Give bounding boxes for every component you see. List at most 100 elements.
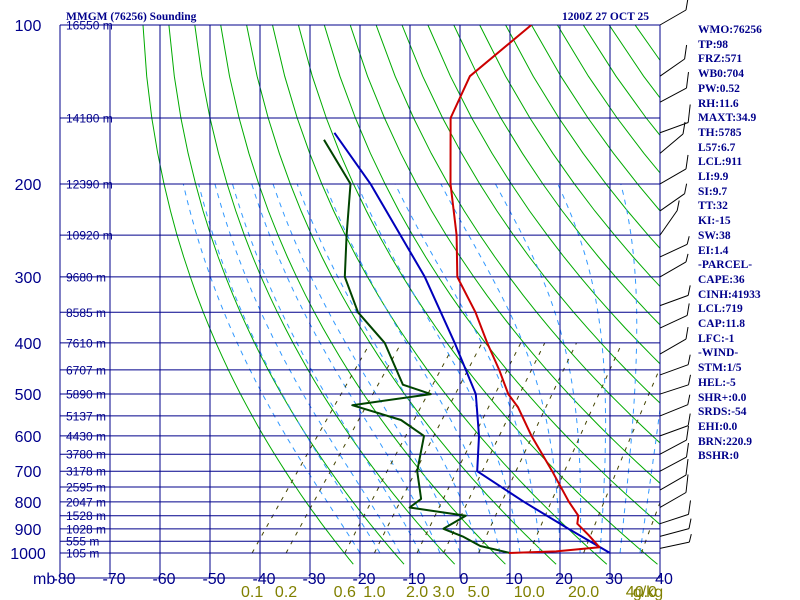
pressure-tick-label: 600 xyxy=(15,429,42,446)
temperature-tick-label: -10 xyxy=(402,571,425,588)
wind-barb-staff xyxy=(659,168,687,185)
index-entry: TH:5785 xyxy=(698,126,742,139)
wind-barb-flag xyxy=(685,0,689,11)
height-label: 1528 m xyxy=(66,509,106,523)
pressure-tick-label: 200 xyxy=(15,177,42,194)
index-entry: WMO:76256 xyxy=(698,24,762,36)
index-entry: TT:32 xyxy=(698,200,728,213)
wind-barb-staff xyxy=(659,294,689,307)
height-label: 14180 m xyxy=(66,111,113,125)
height-label: 105 m xyxy=(66,547,99,561)
dry-adiabat xyxy=(401,25,660,404)
wind-barb-staff xyxy=(659,338,687,355)
wind-barb-staff xyxy=(659,456,687,472)
wind-barb-staff xyxy=(659,439,687,455)
temperature-tick-label: -60 xyxy=(152,571,175,588)
dry-adiabat xyxy=(323,25,660,526)
wind-barb-flag xyxy=(686,72,689,89)
height-label: 5137 m xyxy=(66,409,106,423)
wind-barb-staff xyxy=(659,492,687,508)
wind-barb-staff xyxy=(659,364,689,376)
wind-barb-flag xyxy=(687,394,691,405)
wind-barb-flag xyxy=(688,374,691,385)
wind-barb-flag xyxy=(686,443,689,458)
index-entry: MAXT:34.9 xyxy=(698,112,757,125)
wind-barb-flag xyxy=(688,500,691,515)
index-entry: BSHR:0 xyxy=(698,450,739,463)
pressure-tick-label: 900 xyxy=(15,522,42,539)
index-entry: SRDS:-54 xyxy=(698,406,747,419)
wind-barb-staff xyxy=(659,210,678,236)
wind-barb-staff xyxy=(659,384,689,395)
mixing-ratio-label: 5.0 xyxy=(467,584,489,600)
index-entry: KI:-15 xyxy=(698,215,731,228)
height-label: 6707 m xyxy=(66,363,106,377)
wind-barb-flag xyxy=(688,533,692,543)
wind-barb-flag xyxy=(688,518,692,529)
temperature-tick-label: -30 xyxy=(302,571,325,588)
temperature-trace xyxy=(449,25,601,554)
height-label: 2047 m xyxy=(66,495,106,509)
index-entry: LFC:-1 xyxy=(698,332,735,345)
moist-adiabat xyxy=(639,405,660,554)
wind-barb-staff xyxy=(659,58,685,77)
height-label: 8585 m xyxy=(66,306,106,320)
index-entry: -WIND- xyxy=(698,347,739,360)
chart-title: MMGM (76256) Sounding xyxy=(66,11,197,23)
height-label: 555 m xyxy=(66,535,99,549)
dry-adiabat xyxy=(375,25,660,444)
pressure-tick-label: 300 xyxy=(15,270,42,287)
mixing-ratio-label: 40.0 xyxy=(626,584,657,600)
height-label: 10920 m xyxy=(66,229,113,243)
wind-barb-staff xyxy=(659,243,688,258)
temperature-tick-label: -50 xyxy=(202,571,225,588)
wind-barb-flag xyxy=(685,154,689,169)
dry-adiabat xyxy=(349,25,660,484)
mixing-ratio-label: 0.1 xyxy=(241,584,263,600)
dry-adiabat xyxy=(220,25,506,565)
index-entry: LCL:719 xyxy=(698,303,743,316)
wind-barb-flag xyxy=(685,253,689,263)
height-label: 5890 m xyxy=(66,388,106,402)
wind-barb-flag xyxy=(687,354,691,365)
index-entry: TP:98 xyxy=(698,38,729,51)
wind-barb-flag xyxy=(684,44,688,60)
index-entry: EI:1.4 xyxy=(698,244,729,257)
height-label: 7610 m xyxy=(66,336,106,350)
height-label: 9680 m xyxy=(66,270,106,284)
mixing-ratio-label: 20.0 xyxy=(568,584,599,600)
moist-adiabat xyxy=(494,183,582,554)
mixing-ratio-label: 0.2 xyxy=(275,584,297,600)
wind-barb-staff xyxy=(659,9,687,26)
index-entry: L57:6.7 xyxy=(698,141,736,154)
wind-barb-flag xyxy=(687,413,691,426)
wind-barb-flag xyxy=(685,474,689,493)
height-label: 3780 m xyxy=(66,448,106,462)
dry-adiabat xyxy=(297,25,658,565)
moist-adiabat xyxy=(440,183,561,554)
pressure-tick-label: 400 xyxy=(15,336,42,353)
index-entry: STM:1/5 xyxy=(698,362,742,375)
temperature-tick-label: 0 xyxy=(460,571,469,588)
index-entry: CINH:41933 xyxy=(698,288,761,301)
index-entry: RH:11.6 xyxy=(698,97,739,110)
wind-barb-flag xyxy=(687,104,691,123)
chart-datetime: 1200Z 27 OCT 25 xyxy=(562,11,649,23)
dry-adiabat xyxy=(168,25,405,565)
index-entry: WB0:704 xyxy=(698,68,744,81)
wind-barb-staff xyxy=(659,474,687,491)
pressure-unit-label: mb xyxy=(33,571,55,588)
dry-adiabat xyxy=(505,25,660,250)
wind-barb-staff xyxy=(659,541,690,549)
wind-barb-staff xyxy=(659,87,687,103)
moist-adiabat xyxy=(232,183,421,554)
index-entry: CAPE:36 xyxy=(698,273,745,286)
wind-barb-staff xyxy=(659,261,687,278)
wind-barb-staff xyxy=(659,193,685,212)
wind-barb-flag xyxy=(686,236,690,245)
temperature-tick-label: -80 xyxy=(52,571,75,588)
index-entry: FRZ:571 xyxy=(698,53,743,66)
moist-adiabat xyxy=(296,183,481,554)
stability-indices-panel: WMO:76256 TP:98 FRZ:571 WB0:704 PW:0.52 RH:11… xyxy=(698,23,798,464)
